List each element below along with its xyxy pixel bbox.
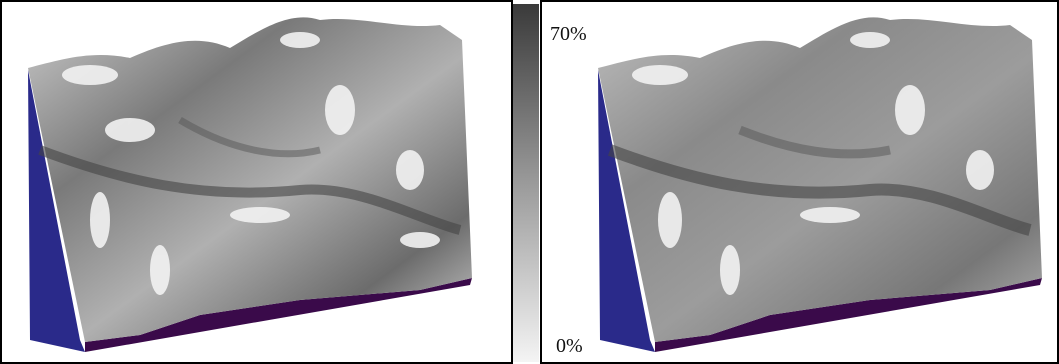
colorbar-max-label: 70% [550, 23, 587, 45]
colorbar-min-label: 0% [556, 335, 583, 357]
right-terrain [598, 17, 1042, 352]
left-terrain [28, 17, 472, 352]
colorbar [513, 4, 539, 362]
